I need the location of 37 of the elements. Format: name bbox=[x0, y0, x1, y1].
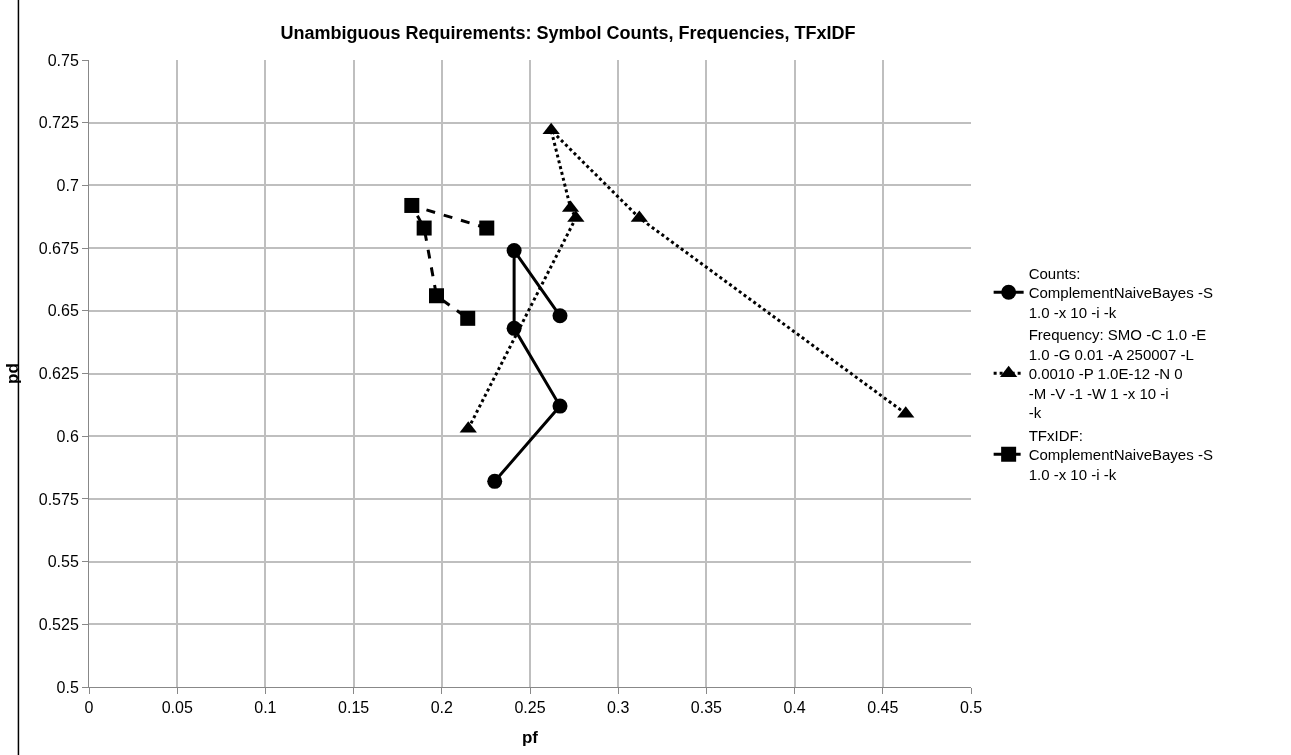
x-tick-label: 0.2 bbox=[430, 699, 454, 717]
legend-label: TFxIDF: ComplementNaiveBayes -S 1.0 -x 10 -i -k bbox=[1028, 426, 1213, 483]
x-tick-label: 0.15 bbox=[338, 699, 370, 717]
x-tick-label: 0.45 bbox=[867, 699, 899, 717]
y-tick-label: 0.65 bbox=[47, 302, 79, 320]
legend-label: Frequency: SMO -C 1.0 -E 1.0 -G 0.01 -A 250007 -L 0.0010 -P 1.0E-12 -N 0 -M -V -1 -W 1 -x 10 -i -k bbox=[1028, 326, 1207, 422]
x-axis-title: pf bbox=[521, 727, 539, 747]
y-tick-label: 0.75 bbox=[47, 51, 79, 69]
y-tick-label: 0.625 bbox=[38, 365, 79, 383]
point bbox=[429, 288, 445, 304]
x-tick-label: 0.25 bbox=[514, 699, 546, 717]
x-tick-label: 0.05 bbox=[161, 699, 193, 717]
x-tick-label: 0.3 bbox=[607, 699, 630, 717]
point bbox=[479, 220, 495, 236]
point bbox=[552, 398, 568, 414]
x-tick-label: 0.35 bbox=[690, 699, 723, 717]
x-tick-label: 0 bbox=[84, 699, 94, 717]
y-tick-label: 0.7 bbox=[56, 177, 79, 194]
point bbox=[460, 310, 476, 326]
y-axis-title: pd bbox=[3, 363, 23, 384]
point bbox=[416, 220, 432, 236]
x-tick-label: 0.4 bbox=[783, 699, 806, 717]
x-tick-label: 0.1 bbox=[254, 699, 277, 717]
point bbox=[552, 308, 568, 324]
y-tick-label: 0.6 bbox=[56, 427, 79, 445]
chart-title: Unambiguous Requirements: Symbol Counts, Frequencies, TFxIDF bbox=[280, 23, 856, 44]
point bbox=[487, 473, 503, 489]
y-tick-label: 0.55 bbox=[47, 553, 79, 571]
point bbox=[506, 243, 522, 259]
point bbox=[404, 197, 420, 213]
y-tick-label: 0.675 bbox=[38, 239, 79, 257]
legend-label: Counts: ComplementNaiveBayes -S 1.0 -x 10 -i -k bbox=[1028, 264, 1213, 321]
y-tick-label: 0.575 bbox=[38, 490, 79, 508]
y-tick-label: 0.725 bbox=[38, 114, 79, 132]
y-tick-label: 0.525 bbox=[38, 615, 79, 633]
x-tick-label: 0.5 bbox=[959, 699, 983, 717]
y-tick-label: 0.5 bbox=[56, 678, 79, 696]
